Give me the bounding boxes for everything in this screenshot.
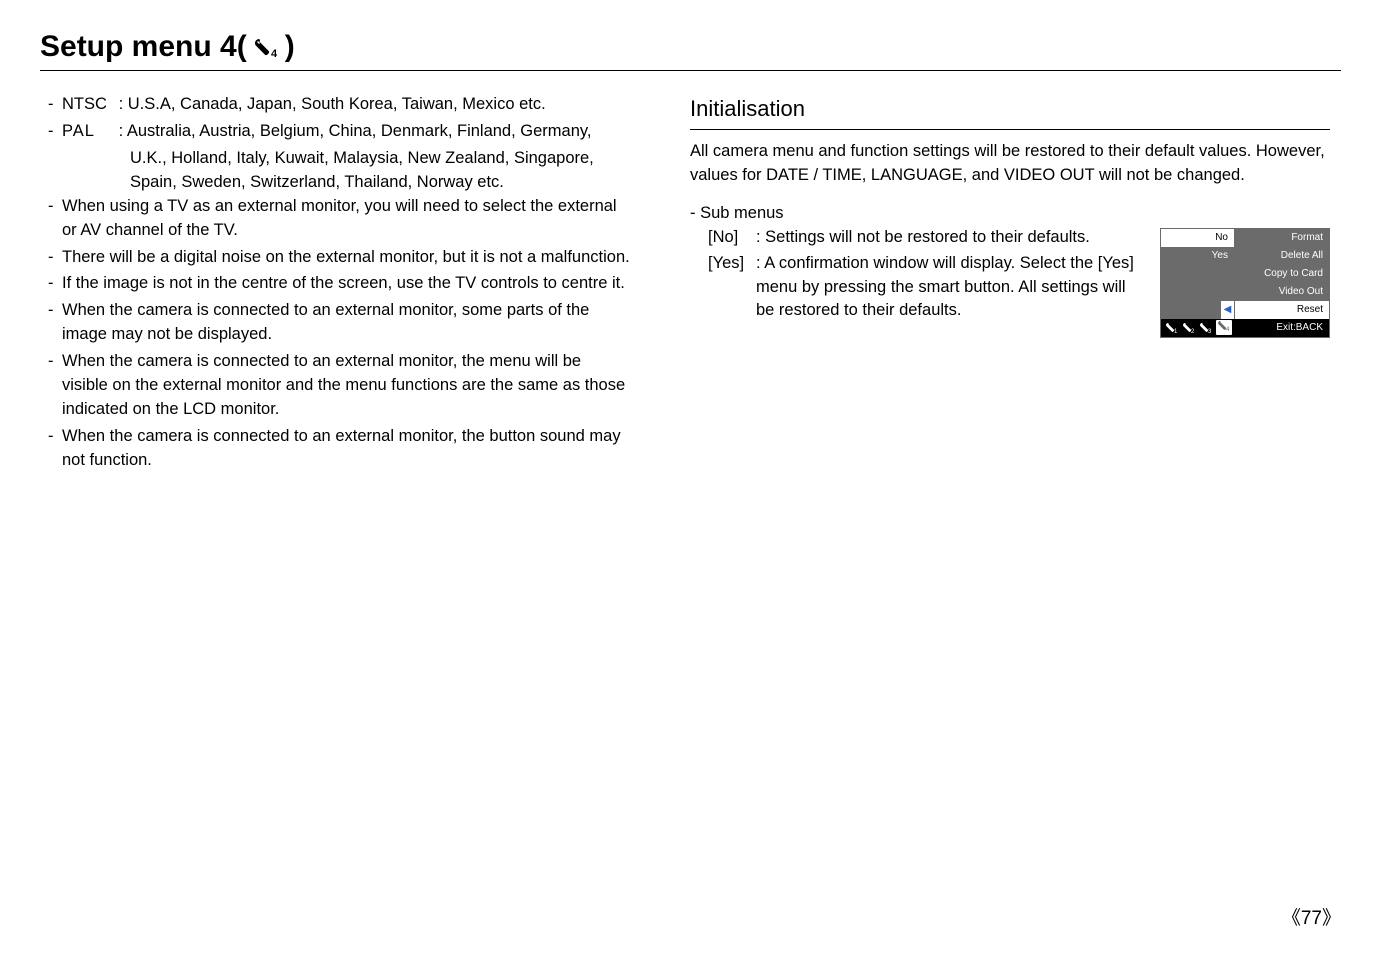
bullet-dash: - [48, 246, 62, 270]
menu-left-cell [1161, 301, 1221, 319]
no-label: [No] [708, 226, 756, 250]
pal-label: PAL [62, 120, 114, 144]
yes-text: : A confirmation window will display. Se… [756, 252, 1142, 324]
svg-text:4: 4 [271, 48, 278, 59]
menu-left-cell: Yes [1161, 247, 1235, 265]
ntsc-label: NTSC [62, 93, 114, 117]
bullet-dash: - [48, 350, 62, 422]
bullet-dash: - [48, 120, 62, 144]
menu-row[interactable]: Yes Delete All [1161, 247, 1329, 265]
section-title: Initialisation [690, 93, 1330, 125]
list-item: [Yes] : A confirmation window will displ… [690, 252, 1142, 324]
list-item: - PAL : Australia, Austria, Belgium, Chi… [48, 120, 630, 144]
menu-right-cell: Format [1235, 229, 1329, 247]
left-arrow-icon[interactable]: ◀ [1221, 301, 1235, 319]
right-column: Initialisation All camera menu and funct… [690, 93, 1330, 476]
list-item: - When the camera is connected to an ext… [48, 425, 630, 473]
bullet-text: When the camera is connected to an exter… [62, 299, 630, 347]
menu-row[interactable]: No Format [1161, 229, 1329, 247]
page-title-row: Setup menu 4( 4 ) [40, 30, 1341, 64]
menu-tab-icons[interactable]: 1 2 3 4 [1161, 319, 1235, 337]
menu-right-cell: Reset [1235, 301, 1329, 319]
page-title-suffix: ) [285, 30, 295, 64]
bullet-text: If the image is not in the centre of the… [62, 272, 630, 296]
menu-left-cell [1161, 283, 1235, 301]
page-number-value: 77 [1301, 908, 1322, 929]
menu-bottom-bar: 1 2 3 4 Exit:BACK [1161, 319, 1329, 337]
menu-right-cell: Delete All [1235, 247, 1329, 265]
bullet-dash: - [48, 93, 62, 117]
sub-menus-label: - Sub menus [690, 202, 1330, 226]
angle-open: 《 [1282, 908, 1301, 929]
bullet-dash: - [48, 425, 62, 473]
svg-text:3: 3 [1208, 329, 1212, 334]
bullet-text: When using a TV as an external monitor, … [62, 195, 630, 243]
bullet-dash: - [48, 272, 62, 296]
section-rule [690, 129, 1330, 130]
menu-left-cell [1161, 265, 1235, 283]
pal-line3: Spain, Sweden, Switzerland, Thailand, No… [48, 171, 630, 195]
bullet-text: When the camera is connected to an exter… [62, 350, 630, 422]
ntsc-text: : U.S.A, Canada, Japan, South Korea, Tai… [119, 95, 546, 113]
list-item: - There will be a digital noise on the e… [48, 246, 630, 270]
svg-text:1: 1 [1174, 329, 1178, 334]
intro-text: All camera menu and function settings wi… [690, 140, 1330, 188]
camera-menu-widget: No Format Yes Delete All Copy to Card Vi… [1160, 228, 1330, 338]
list-item: - If the image is not in the centre of t… [48, 272, 630, 296]
menu-right-cell: Copy to Card [1235, 265, 1329, 283]
menu-row[interactable]: Video Out [1161, 283, 1329, 301]
list-item: - When the camera is connected to an ext… [48, 299, 630, 347]
menu-row[interactable]: ◀ Reset [1161, 301, 1329, 319]
title-rule [40, 70, 1341, 71]
wrench-2-icon: 2 [1182, 322, 1196, 334]
wrench-4-icon: 4 [253, 37, 279, 64]
wrench-3-icon: 3 [1199, 322, 1213, 334]
menu-right-cell: Video Out [1235, 283, 1329, 301]
wrench-4-active-icon: 4 [1216, 320, 1232, 335]
svg-text:4: 4 [1226, 327, 1230, 332]
left-column: - NTSC : U.S.A, Canada, Japan, South Kor… [40, 93, 630, 476]
exit-back-label[interactable]: Exit:BACK [1235, 319, 1329, 337]
bullet-dash: - [48, 195, 62, 243]
list-item: [No] : Settings will not be restored to … [690, 226, 1142, 250]
angle-close: 》 [1322, 908, 1341, 929]
wrench-1-icon: 1 [1165, 322, 1179, 334]
pal-line2: U.K., Holland, Italy, Kuwait, Malaysia, … [48, 147, 630, 171]
list-item: - When using a TV as an external monitor… [48, 195, 630, 243]
yes-label: [Yes] [708, 252, 756, 324]
list-item: - When the camera is connected to an ext… [48, 350, 630, 422]
pal-line1: : Australia, Austria, Belgium, China, De… [119, 122, 592, 140]
bullet-dash: - [48, 299, 62, 347]
menu-row[interactable]: Copy to Card [1161, 265, 1329, 283]
no-text: : Settings will not be restored to their… [756, 226, 1142, 250]
menu-left-cell: No [1161, 229, 1235, 247]
page-title-prefix: Setup menu 4( [40, 30, 247, 64]
list-item: - NTSC : U.S.A, Canada, Japan, South Kor… [48, 93, 630, 117]
page-number: 《77》 [1282, 903, 1341, 930]
svg-text:2: 2 [1191, 329, 1195, 334]
bullet-text: When the camera is connected to an exter… [62, 425, 630, 473]
bullet-text: There will be a digital noise on the ext… [62, 246, 630, 270]
